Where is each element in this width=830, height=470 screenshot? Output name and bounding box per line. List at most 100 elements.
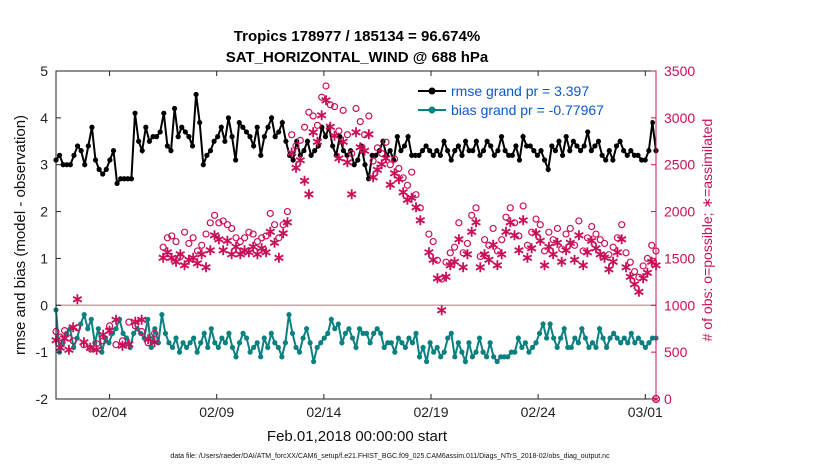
obs-assimilated-marker: ∗ [243, 244, 256, 261]
bias-point [445, 335, 451, 341]
obs-possible-marker [360, 131, 369, 139]
x-tick-label: 02/04 [92, 404, 127, 420]
obs-zero-assimilated-marker: ∗ [651, 392, 661, 406]
rmse-point [649, 119, 656, 126]
rmse-point [531, 148, 537, 154]
rmse-point [200, 162, 206, 168]
bias-point [180, 340, 186, 346]
bias-point [621, 335, 627, 341]
x-tick-label: 02/19 [413, 404, 448, 420]
bias-point [402, 344, 409, 351]
bias-point [448, 330, 454, 336]
obs-assimilated-marker: ∗ [525, 240, 538, 257]
rmse-point [480, 148, 487, 154]
obs-assimilated-marker: ∗ [585, 233, 598, 250]
bias-point [346, 326, 352, 332]
obs-possible-marker [463, 239, 472, 248]
rmse-point [182, 129, 188, 135]
rmse-point [143, 124, 149, 130]
rmse-point [462, 138, 469, 144]
bias-point [233, 354, 239, 360]
obs-possible-marker [493, 247, 502, 255]
obs-assimilated-marker: ∗ [225, 246, 238, 263]
rmse-point [387, 148, 393, 154]
obs-possible-marker [309, 112, 317, 120]
obs-possible-marker [635, 273, 643, 281]
y-left-tick-label: 5 [40, 63, 48, 79]
y-left-tick-label: 2 [40, 204, 48, 220]
bias-point [371, 330, 377, 336]
bias-point [321, 335, 327, 341]
data-file-footer: data file: /Users/raeder/DAI/ATM_forcXX/… [170, 453, 610, 460]
obs-possible-marker [193, 247, 202, 255]
rmse-point [516, 157, 523, 163]
obs-assimilated-marker: ∗ [495, 246, 508, 263]
rmse-point [322, 134, 329, 140]
rmse-point [498, 134, 505, 140]
y-axis-left-label: rmse and bias (model - observation) [12, 115, 29, 355]
obs-assimilated-marker: ∗ [414, 212, 427, 229]
legend-rmse-marker [428, 87, 436, 95]
bias-point [258, 354, 264, 360]
obs-possible-marker [373, 144, 382, 152]
bias-point [191, 335, 197, 341]
rmse-point [545, 166, 551, 172]
bias-point [116, 316, 123, 322]
obs-assimilated-marker: ∗ [444, 257, 457, 274]
rmse-point [333, 152, 339, 158]
bias-point [229, 344, 236, 351]
obs-assimilated-marker: ∗ [380, 150, 393, 167]
obs-assimilated-marker: ∗ [178, 257, 191, 274]
rmse-point [136, 138, 142, 144]
rmse-point [254, 124, 260, 130]
obs-assimilated-marker: ∗ [474, 259, 487, 276]
rmse-point [394, 134, 400, 140]
obs-assimilated-marker: ∗ [191, 255, 204, 272]
x-tick-label: 02/14 [306, 404, 341, 420]
bias-point [483, 354, 490, 360]
obs-assimilated-marker: ∗ [461, 246, 474, 263]
obs-assimilated-marker: ∗ [255, 240, 268, 257]
obs-possible-marker [588, 222, 596, 231]
obs-assimilated-marker: ∗ [521, 250, 534, 267]
bias-point [635, 335, 641, 341]
rmse-point [157, 129, 163, 135]
rmse-point [164, 143, 170, 149]
bias-point [71, 344, 77, 351]
bias-point [88, 316, 94, 322]
obs-assimilated-marker: ∗ [577, 257, 590, 274]
rmse-point [570, 138, 576, 144]
obs-assimilated-marker: ∗ [568, 251, 581, 268]
obs-assimilated-marker: ∗ [315, 107, 328, 124]
rmse-point [114, 180, 120, 187]
bias-point [522, 340, 529, 346]
obs-possible-marker [648, 241, 656, 249]
obs-possible-marker [622, 249, 630, 257]
rmse-point [236, 119, 242, 126]
rmse-point [556, 138, 562, 144]
obs-assimilated-marker: ∗ [285, 145, 298, 162]
bias-point [406, 335, 412, 341]
bias-point [356, 326, 363, 332]
obs-assimilated-marker: ∗ [388, 165, 401, 182]
obs-assimilated-marker: ∗ [641, 265, 654, 282]
obs-assimilated-marker: ∗ [500, 223, 513, 240]
rmse-point [89, 124, 95, 130]
obs-possible-marker [330, 103, 339, 111]
x-axis-label: Feb.01,2018 00:00:00 start [267, 428, 448, 445]
rmse-point [279, 119, 285, 126]
rmse-point [207, 148, 214, 154]
obs-possible-marker [498, 236, 506, 244]
rmse-point [125, 176, 131, 182]
obs-assimilated-marker: ∗ [183, 251, 196, 268]
rmse-point [85, 143, 91, 149]
obs-assimilated-marker: ∗ [161, 244, 174, 261]
rmse-point [355, 157, 361, 163]
obs-assimilated-marker: ∗ [504, 214, 517, 231]
rmse-point [301, 148, 307, 154]
bias-point [459, 349, 465, 355]
bias-point [81, 312, 87, 318]
obs-possible-marker [253, 237, 262, 246]
y-right-tick-label: 1000 [664, 297, 695, 313]
rmse-point [477, 152, 483, 158]
